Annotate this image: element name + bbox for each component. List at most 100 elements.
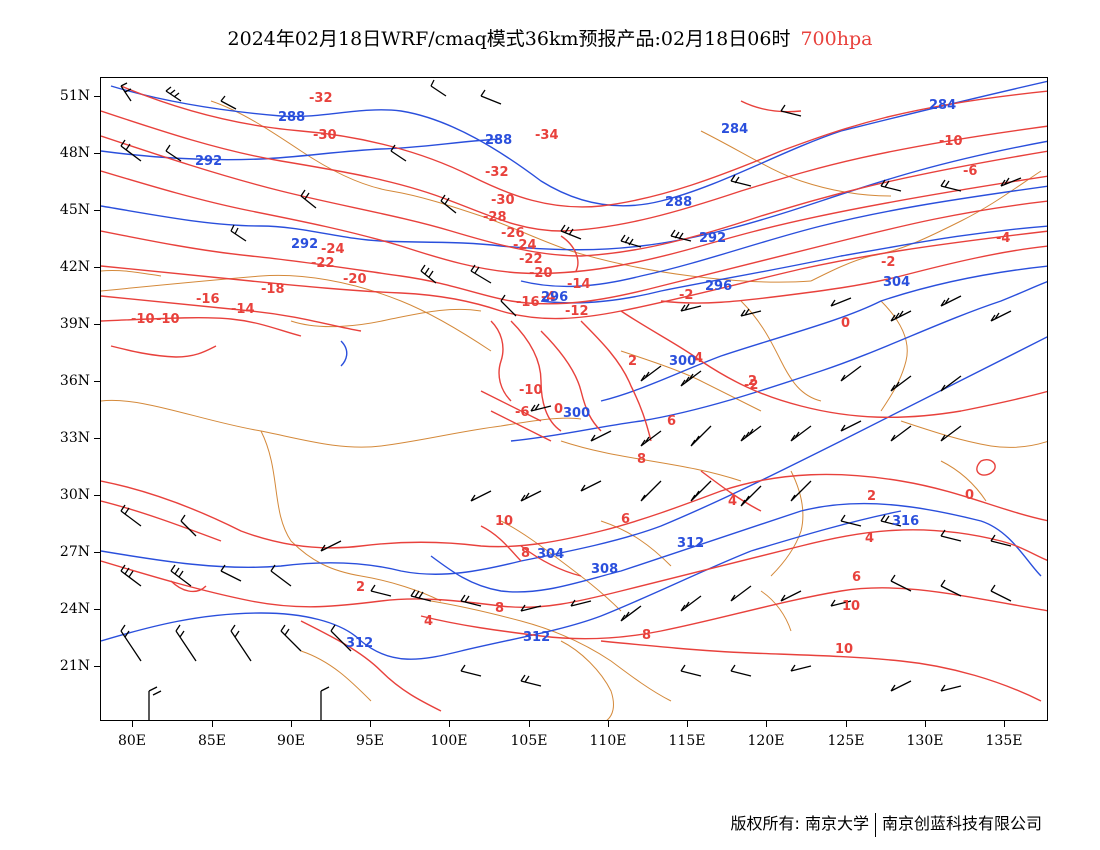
temp-label: -14 <box>567 277 591 292</box>
lat-label: 45N <box>59 202 90 218</box>
title-level: 700hpa <box>800 28 873 50</box>
lon-tick <box>1004 721 1005 727</box>
temp-label: 8 <box>521 546 530 561</box>
height-label: 300 <box>563 406 590 421</box>
temp-label: 2 <box>356 580 365 595</box>
height-label: 292 <box>699 231 726 246</box>
height-label: 288 <box>485 133 512 148</box>
temp-label: -34 <box>535 128 559 143</box>
temperature-contours <box>101 85 1047 712</box>
lat-label: 21N <box>59 658 90 674</box>
copyright-right: 南京创蓝科技有限公司 <box>881 814 1042 833</box>
height-label: 288 <box>665 195 692 210</box>
copyright-left: 版权所有: 南京大学 <box>730 814 869 833</box>
lat-tick <box>94 609 100 610</box>
lon-tick <box>608 721 609 727</box>
lon-label: 120E <box>747 733 785 749</box>
temp-label: 2 <box>867 489 876 504</box>
lat-tick <box>94 438 100 439</box>
lat-tick <box>94 267 100 268</box>
height-label: 308 <box>591 562 618 577</box>
temperature-labels: -32 -30 -34 -32 -30 -28 -26 -24 -22 -20 … <box>131 91 1010 657</box>
lon-tick <box>925 721 926 727</box>
temp-label: -2 <box>881 255 895 270</box>
lon-label: 110E <box>589 733 627 749</box>
temp-label: -18 <box>261 282 285 297</box>
lon-label: 100E <box>430 733 468 749</box>
height-label: 304 <box>537 547 564 562</box>
lat-label: 42N <box>59 259 90 275</box>
height-label: 300 <box>669 354 696 369</box>
lon-tick <box>687 721 688 727</box>
temp-label: -24 <box>321 242 345 257</box>
temp-label: -16 <box>196 292 220 307</box>
lon-tick <box>291 721 292 727</box>
temp-label: -14 <box>231 302 255 317</box>
height-label: 312 <box>677 536 704 551</box>
temp-label: -6 <box>963 164 977 179</box>
temp-label: -30 <box>491 193 515 208</box>
temp-label: -22 <box>519 252 543 267</box>
temp-label: -10 <box>519 383 543 398</box>
lon-label: 105E <box>510 733 548 749</box>
lon-tick <box>370 721 371 727</box>
temp-label: -4 <box>541 290 555 305</box>
temp-label: 4 <box>424 614 433 629</box>
temp-label: 2 <box>748 374 757 389</box>
temp-label: -32 <box>485 165 509 180</box>
lon-tick <box>529 721 530 727</box>
lon-tick <box>766 721 767 727</box>
lat-label: 51N <box>59 88 90 104</box>
height-labels: 288 292 288 284 284 288 292 292 296 296 … <box>195 98 956 651</box>
height-label: 296 <box>705 279 732 294</box>
temp-label: 4 <box>865 531 874 546</box>
lon-label: 90E <box>276 733 306 749</box>
height-label: 296 <box>541 290 568 305</box>
lat-label: 36N <box>59 373 90 389</box>
temp-label: 4 <box>728 494 737 509</box>
height-label: 292 <box>195 154 222 169</box>
lon-label: 115E <box>668 733 706 749</box>
height-label: 284 <box>721 122 748 137</box>
lon-label: 85E <box>197 733 227 749</box>
temp-label: -24 <box>513 238 537 253</box>
height-label: 312 <box>346 636 373 651</box>
temp-label: 8 <box>642 628 651 643</box>
temp-label: -22 <box>311 256 335 271</box>
temp-label: -10 <box>156 312 180 327</box>
lon-tick <box>846 721 847 727</box>
temp-label: -16 <box>516 295 540 310</box>
height-label: 288 <box>278 110 305 125</box>
lat-label: 39N <box>59 316 90 332</box>
lat-label: 27N <box>59 544 90 560</box>
lat-label: 30N <box>59 487 90 503</box>
temp-label: 8 <box>495 601 504 616</box>
footer-divider <box>874 812 876 837</box>
lon-tick <box>212 721 213 727</box>
lon-label: 80E <box>117 733 147 749</box>
temp-label: -12 <box>565 304 589 319</box>
height-label: 304 <box>883 275 910 290</box>
temp-label: 10 <box>835 642 853 657</box>
lat-tick <box>94 324 100 325</box>
height-label: 312 <box>523 630 550 645</box>
temp-label: 0 <box>841 316 850 331</box>
lon-tick <box>132 721 133 727</box>
temp-label: -28 <box>483 210 507 225</box>
temp-label: -20 <box>343 272 367 287</box>
title-main: 2024年02月18日WRF/cmaq模式36km预报产品:02月18日06时 <box>227 28 791 50</box>
temp-label: -26 <box>501 226 525 241</box>
lat-tick <box>94 96 100 97</box>
lat-tick <box>94 153 100 154</box>
height-label: 316 <box>892 514 919 529</box>
lat-tick <box>94 495 100 496</box>
temp-label: 10 <box>495 514 513 529</box>
copyright-footer: 版权所有: 南京大学 南京创蓝科技有限公司 <box>730 810 1042 837</box>
lon-label: 125E <box>827 733 865 749</box>
weather-map: -32 -30 -34 -32 -30 -28 -26 -24 -22 -20 … <box>101 79 1047 720</box>
temp-label: -6 <box>515 405 529 420</box>
height-contours <box>101 80 1047 660</box>
temp-label: -20 <box>529 266 553 281</box>
temp-label: -10 <box>131 312 155 327</box>
lat-label: 24N <box>59 601 90 617</box>
